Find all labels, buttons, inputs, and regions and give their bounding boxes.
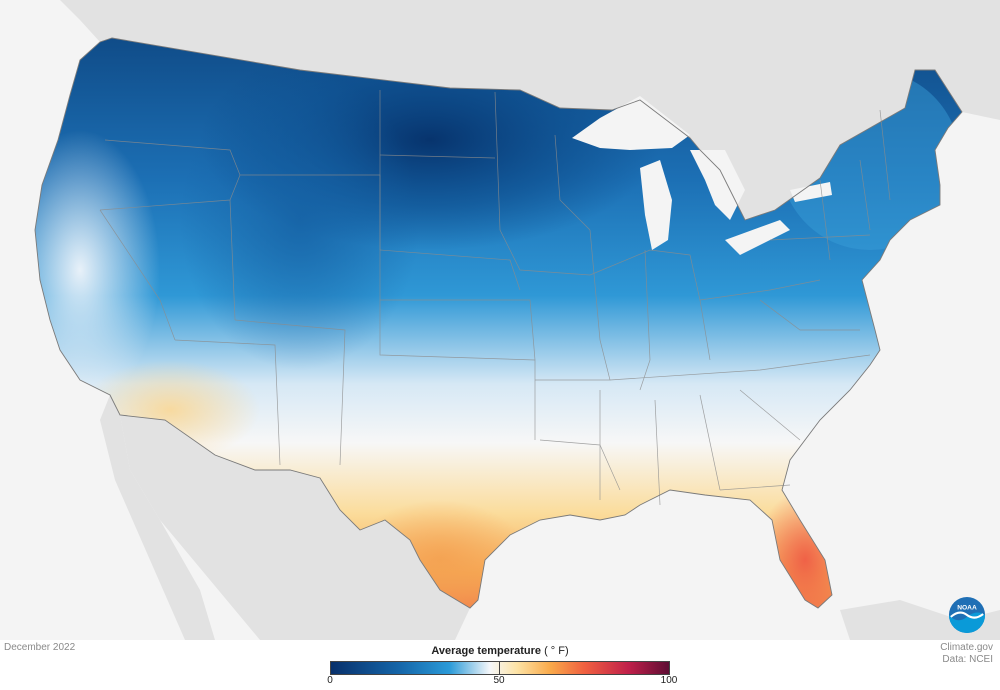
data-source: Data: NCEI xyxy=(942,654,993,665)
credit-block: Climate.gov Data: NCEI xyxy=(940,642,993,666)
color-scale-bar xyxy=(330,661,670,675)
legend-title: Average temperature ( ° F) xyxy=(330,645,670,657)
mexico-landmass xyxy=(120,415,470,640)
legend-tick-min: 0 xyxy=(327,675,333,686)
legend-tick-mid: 50 xyxy=(493,675,505,686)
noaa-logo-text: NOAA xyxy=(957,604,977,611)
lake-ontario xyxy=(790,182,832,202)
lake-huron xyxy=(690,150,745,220)
lake-superior xyxy=(572,96,690,150)
us-outline xyxy=(34,37,963,609)
baja-peninsula xyxy=(100,395,215,640)
legend-tick-max: 100 xyxy=(660,675,678,686)
lake-erie xyxy=(725,220,790,255)
lake-michigan xyxy=(640,160,672,250)
canada-landmass xyxy=(60,0,1000,220)
map-background: NOAA xyxy=(0,0,1000,640)
temperature-map xyxy=(34,0,1000,640)
legend-unit: ( ° F) xyxy=(544,645,569,657)
site-credit: Climate.gov xyxy=(940,642,993,653)
legend-midline xyxy=(499,661,500,675)
date-label: December 2022 xyxy=(4,642,76,653)
legend-title-text: Average temperature xyxy=(431,645,541,657)
noaa-logo-icon: NOAA xyxy=(948,596,986,634)
state-borders xyxy=(99,90,891,506)
